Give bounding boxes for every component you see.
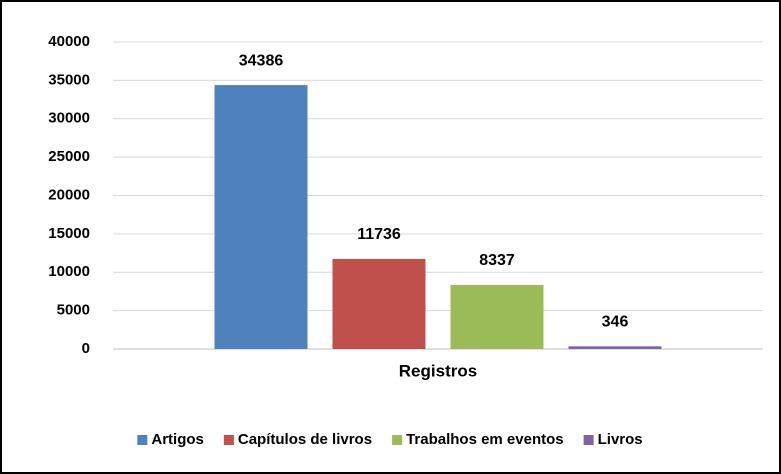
legend-swatch — [223, 435, 234, 445]
x-tick-label: Registros — [399, 361, 477, 380]
data-label: 8337 — [479, 252, 515, 269]
legend-label: Trabalhos em eventos — [406, 431, 564, 448]
y-tick-label: 20000 — [48, 186, 90, 203]
bar — [332, 258, 426, 349]
data-label: 346 — [602, 314, 629, 331]
y-tick-label: 5000 — [57, 302, 90, 319]
legend-label: Capítulos de livros — [238, 431, 372, 448]
legend-label: Livros — [598, 431, 643, 448]
legend-label: Artigos — [151, 431, 204, 448]
legend-swatch — [392, 435, 403, 445]
y-tick-label: 10000 — [48, 263, 90, 280]
y-tick-label: 35000 — [48, 71, 90, 88]
data-label: 34386 — [239, 52, 284, 69]
bar — [214, 85, 308, 349]
data-label: 11736 — [357, 226, 401, 243]
legend-swatch — [137, 435, 148, 445]
y-tick-label: 15000 — [48, 225, 90, 242]
y-tick-label: 0 — [82, 340, 90, 357]
bar — [568, 346, 662, 349]
legend-swatch — [583, 435, 594, 445]
y-tick-label: 30000 — [48, 110, 90, 127]
y-tick-label: 25000 — [48, 148, 90, 165]
bar — [450, 285, 544, 349]
y-tick-label: 40000 — [48, 33, 90, 50]
